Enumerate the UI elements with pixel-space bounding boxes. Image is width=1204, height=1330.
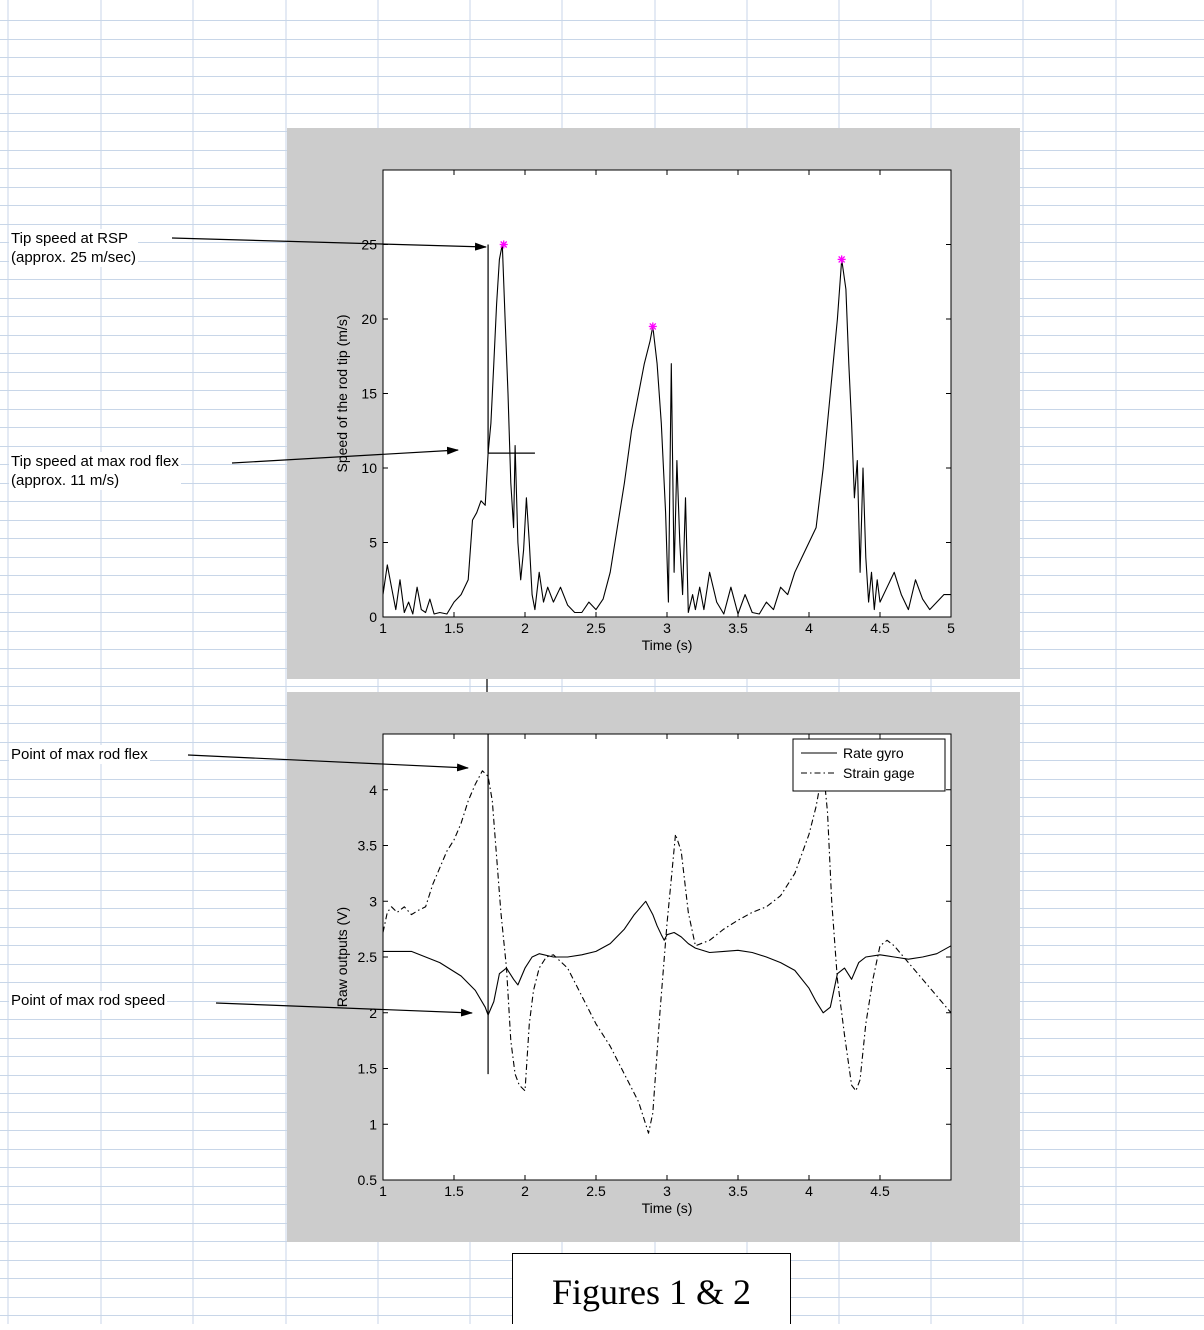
speed-chart-x-tick-label: 4	[805, 620, 813, 636]
raw-chart-y-tick-label: 3.5	[358, 838, 378, 854]
max-flex-annotation: Point of max rod flex	[9, 745, 150, 764]
speed-chart-x-tick-label: 3.5	[728, 620, 748, 636]
legend-entry-label: Rate gyro	[843, 745, 904, 761]
flex-speed-annotation-line1: Tip speed at max rod flex	[11, 453, 179, 470]
rsp-annotation-line2: (approx. 25 m/sec)	[11, 249, 137, 266]
figure-caption: Figures 1 & 2	[512, 1253, 791, 1324]
speed-chart-x-tick-label: 3	[663, 620, 671, 636]
max-speed-annotation-text: Point of max rod speed	[11, 992, 166, 1009]
speed-chart-x-tick-label: 5	[947, 620, 955, 636]
raw-chart-plot-area	[382, 733, 952, 1181]
raw-chart-y-tick-label: 1.5	[358, 1061, 378, 1077]
rsp-annotation-line1: Tip speed at RSP	[11, 230, 129, 247]
raw-chart-legend: Rate gyro Strain gage	[792, 738, 946, 792]
flex-speed-annotation-line2: (approx. 11 m/s)	[11, 472, 120, 489]
strain-gage-series-line	[382, 766, 952, 1134]
speed-chart-x-tick-label: 4.5	[870, 620, 890, 636]
peak-marker-stroke	[649, 322, 657, 330]
speed-chart-y-tick-label: 10	[361, 460, 377, 476]
speed-chart-y-tick-label: 0	[369, 609, 377, 625]
speed-chart-y-tick-label: 20	[361, 311, 377, 327]
raw-chart-x-tick-label: 2	[521, 1183, 529, 1199]
speed-chart-x-tick-label: 2.5	[586, 620, 606, 636]
speed-chart-peak-marker	[648, 322, 657, 331]
raw-chart-y-tick-label: 0.5	[358, 1172, 378, 1188]
raw-chart-x-tick-label: 4.5	[870, 1183, 890, 1199]
figure-2-panel: 1 1.5 2 2.5 3 3.5 4 4.5 0.5 1 1.5 2 2.5 3 3.5 4 Time (s)…	[287, 692, 1020, 1242]
raw-chart-x-tick-label: 1	[379, 1183, 387, 1199]
flex-speed-annotation: Tip speed at max rod flex (approx. 11 m/…	[9, 452, 181, 490]
raw-chart-x-tick-label: 2.5	[586, 1183, 606, 1199]
max-flex-annotation-text: Point of max rod flex	[11, 746, 148, 763]
speed-chart-peak-marker	[837, 255, 846, 264]
speed-chart-x-tick-label: 1.5	[444, 620, 464, 636]
rsp-annotation: Tip speed at RSP (approx. 25 m/sec)	[9, 229, 139, 267]
figure-1-panel: 1 1.5 2 2.5 3 3.5 4 4.5 5 0 5 10 15 20 25 Time (s) Speed…	[287, 128, 1020, 679]
peak-marker-stroke	[838, 255, 846, 263]
speed-chart-y-axis-label: Speed of the rod tip (m/s)	[334, 315, 350, 473]
speed-chart-peak-marker	[499, 240, 508, 249]
raw-chart-x-tick-label: 3	[663, 1183, 671, 1199]
raw-chart-y-axis-label: Raw outputs (V)	[334, 907, 350, 1007]
raw-chart-x-tick-label: 3.5	[728, 1183, 748, 1199]
legend-box	[792, 738, 946, 792]
raw-chart-x-tick-label: 4	[805, 1183, 813, 1199]
raw-chart-x-axis-label: Time (s)	[642, 1200, 693, 1216]
peak-marker-stroke	[500, 241, 508, 248]
legend-entry-label: Strain gage	[843, 765, 915, 781]
speed-chart-x-tick-label: 2	[521, 620, 529, 636]
speed-chart-y-tick-label: 5	[369, 535, 377, 551]
speed-chart-x-tick-label: 1	[379, 620, 387, 636]
max-speed-annotation: Point of max rod speed	[9, 991, 168, 1010]
tip-speed-chart: 1 1.5 2 2.5 3 3.5 4 4.5 5 0 5 10 15 20 25 Time (s) Speed…	[334, 169, 955, 653]
speed-chart-y-tick-label: 25	[361, 237, 377, 253]
raw-chart-y-tick-label: 2.5	[358, 949, 378, 965]
raw-chart-y-tick-label: 4	[369, 782, 377, 798]
raw-chart-y-tick-label: 3	[369, 893, 377, 909]
raw-chart-x-tick-label: 1.5	[444, 1183, 464, 1199]
raw-chart-y-tick-label: 2	[369, 1005, 377, 1021]
speed-chart-x-axis-label: Time (s)	[642, 637, 693, 653]
raw-chart-y-tick-label: 1	[369, 1116, 377, 1132]
rate-gyro-series-line	[383, 900, 952, 1016]
speed-chart-y-tick-label: 15	[361, 386, 377, 402]
